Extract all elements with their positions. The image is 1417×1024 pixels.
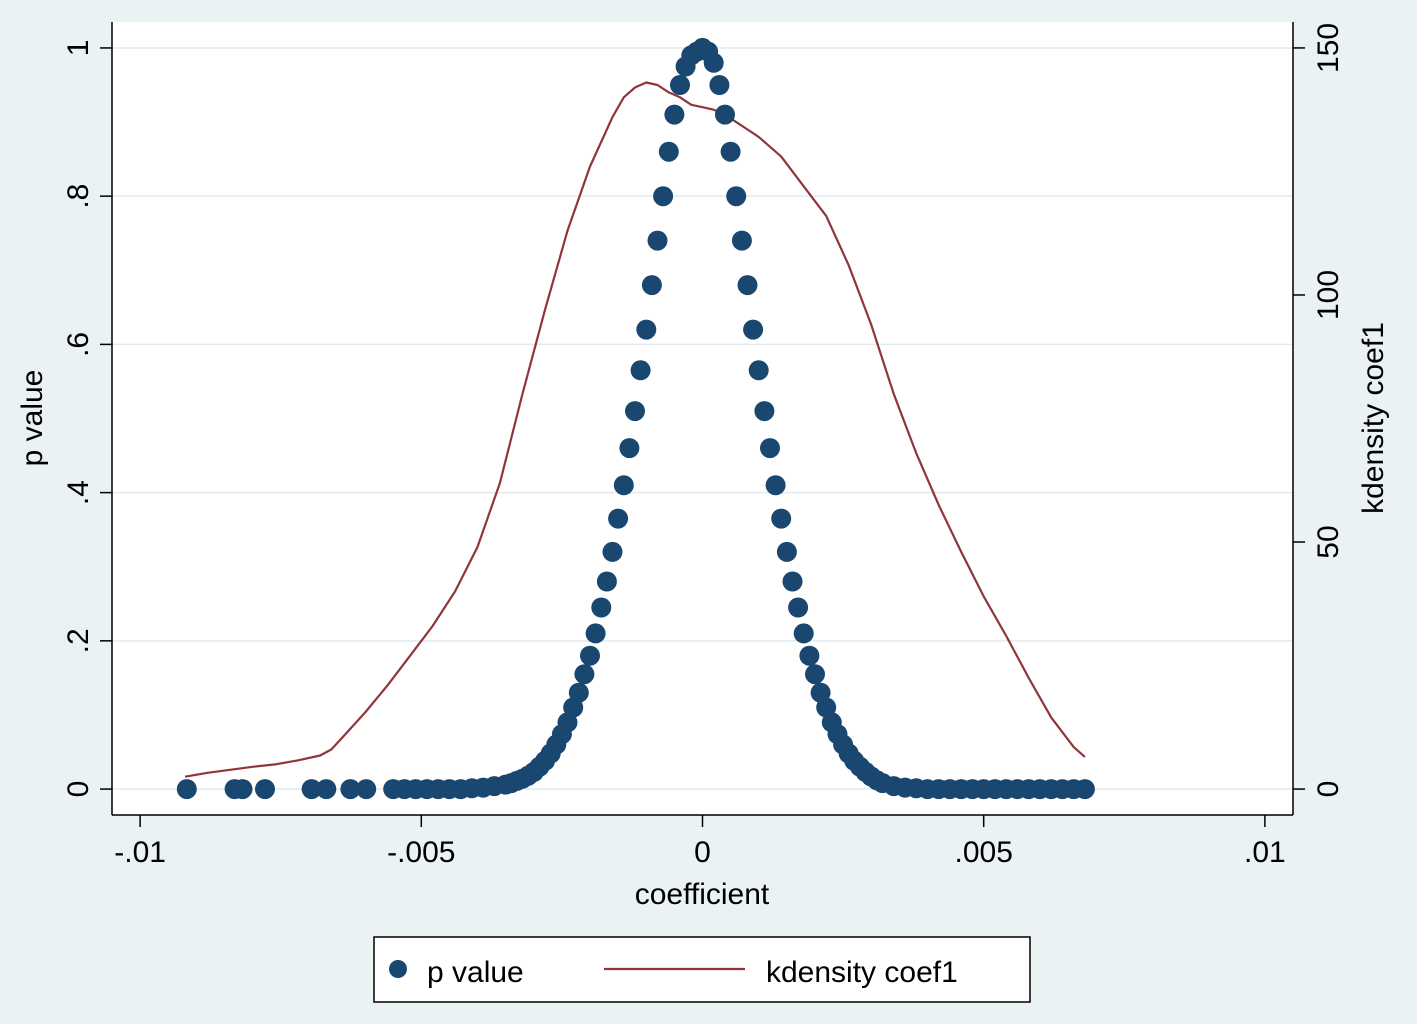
pvalue-point	[574, 664, 595, 685]
pvalue-point	[316, 779, 337, 800]
pvalue-point	[630, 360, 651, 381]
plot-area	[112, 22, 1293, 815]
pvalue-point	[731, 230, 752, 251]
pvalue-point	[176, 779, 197, 800]
y-axis-label: p value	[16, 370, 49, 467]
y-tick-label: .2	[62, 628, 95, 653]
pvalue-point	[619, 438, 640, 459]
x-axis-label: coefficient	[635, 878, 770, 911]
pvalue-point	[793, 623, 814, 644]
pvalue-point	[720, 141, 741, 162]
x-tick-label: -.01	[114, 836, 166, 869]
pvalue-point	[805, 664, 825, 685]
y-tick-label: 0	[62, 781, 95, 798]
x-tick-label: .005	[954, 836, 1012, 869]
pvalue-point	[754, 401, 775, 422]
pvalue-point	[602, 541, 623, 562]
pvalue-point	[301, 779, 322, 800]
pvalue-point	[760, 438, 780, 459]
x-tick-label: 0	[694, 836, 711, 869]
pvalue-point	[737, 275, 758, 296]
pvalue-point	[1074, 779, 1095, 800]
pvalue-point	[255, 779, 275, 800]
legend-pvalue-label: p value	[427, 956, 524, 989]
pvalue-point	[591, 597, 612, 618]
kdensity-line	[184, 81, 1086, 778]
pvalue-point	[670, 75, 690, 95]
y2-tick-label: 50	[1312, 525, 1345, 558]
pvalue-point	[568, 682, 589, 703]
y-ticks: 0 .2 .4 .6 .8 1	[62, 40, 112, 798]
legend: p value kdensity coef1	[373, 936, 1031, 1003]
pvalue-series	[176, 37, 1095, 800]
y2-tick-label: 150	[1312, 23, 1345, 73]
y-tick-label: 1	[62, 40, 95, 57]
pvalue-point	[703, 52, 724, 73]
y-tick-label: .6	[62, 332, 95, 357]
pvalue-point	[776, 541, 797, 562]
pvalue-point	[664, 104, 685, 125]
y-tick-label: .4	[62, 480, 95, 505]
pvalue-point	[585, 623, 606, 644]
pvalue-point	[709, 75, 730, 95]
y2-tick-label: 0	[1312, 781, 1345, 798]
pvalue-point	[799, 645, 820, 666]
pvalue-point	[641, 275, 662, 296]
pvalue-point	[613, 475, 634, 496]
pvalue-point	[636, 319, 657, 340]
pvalue-point	[788, 597, 809, 618]
pvalue-point	[726, 186, 747, 207]
y2-axis-label: kdensity coef1	[1357, 322, 1390, 514]
kdensity-series	[184, 81, 1086, 778]
pvalue-point	[658, 141, 679, 162]
pvalue-point	[653, 186, 674, 207]
pvalue-point	[232, 779, 253, 800]
pvalue-point	[771, 508, 792, 529]
pvalue-point	[340, 779, 361, 800]
pvalue-point	[748, 360, 769, 381]
x-tick-label: -.005	[387, 836, 455, 869]
pvalue-point	[647, 230, 668, 251]
y-tick-label: .8	[62, 184, 95, 209]
y2-tick-label: 100	[1312, 270, 1345, 320]
pvalue-point	[625, 401, 645, 422]
pvalue-point	[596, 571, 617, 592]
legend-kdensity-label: kdensity coef1	[766, 956, 958, 989]
x-tick-label: .01	[1244, 836, 1286, 869]
pvalue-point	[715, 104, 735, 125]
pvalue-point	[743, 319, 764, 340]
pvalue-point	[765, 475, 786, 496]
x-ticks: -.01 -.005 0 .005 .01	[114, 815, 1286, 869]
y2-ticks: 0 50 100 150	[1293, 23, 1345, 797]
legend-pvalue-marker	[389, 960, 407, 978]
pvalue-point	[356, 779, 377, 800]
pvalue-point	[608, 508, 629, 529]
pvalue-point	[580, 645, 600, 666]
pvalue-point	[782, 571, 803, 592]
